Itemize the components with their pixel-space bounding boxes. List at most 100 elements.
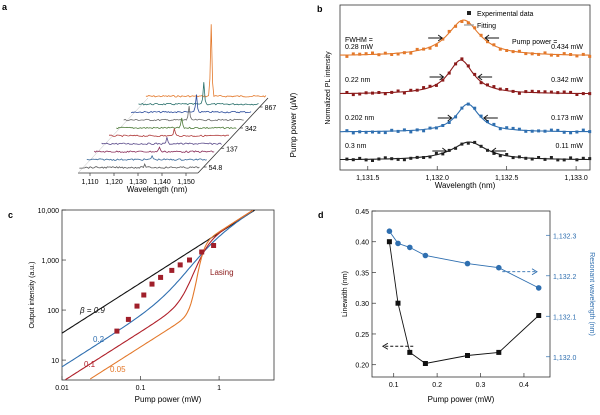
pump-power-label: 0.11 mW [556,143,584,150]
data-point-b [562,158,566,162]
spectrum-trace-a [86,154,207,161]
panel-a: a 1,110 1,120 1,130 1,140 1,150 867 342 137 54.8… [2,2,298,194]
data-point-b [358,156,362,160]
data-point-b [581,156,585,160]
z-tick-label-a: 54.8 [209,165,223,172]
data-point-b [358,52,362,56]
x-axis-label-d: Pump power (mW) [428,395,495,404]
data-point-b [556,128,560,132]
beta-label-2: 0.1 [84,360,96,369]
data-point-b [537,156,541,159]
data-point-c [114,328,120,334]
wavelength-point [395,240,401,247]
x-tick-label-c: 0.1 [136,385,146,392]
data-point-b [479,81,483,85]
fwhm-arrow-left [429,73,445,81]
fwhm-arrow-right [484,34,500,42]
data-point-b [415,128,419,132]
data-point-b [492,43,496,47]
data-point-b [569,156,573,160]
data-point-b [486,120,489,124]
legend-data-label: Experimental data [477,11,534,18]
fwhm-arrow-left [437,114,453,122]
data-point-b [454,24,458,28]
y-tick-label-d: 0.25 [355,332,369,339]
spectrum-trace-a [116,117,237,130]
data-point-b [396,89,400,93]
light-in-light-out: 0.01 0.1 1 10 100 1,000 10,000 β = 0.9 0.2 0.1 0.0… [38,208,255,392]
data-point-b [524,52,528,56]
data-point-b [537,129,541,133]
data-point-b [486,148,489,152]
data-point-b [428,126,432,130]
wavelength-point [496,264,502,271]
wavelength-point [407,244,413,251]
data-point-b [588,157,592,161]
data-point-c [199,249,205,255]
data-point-b [383,156,387,160]
data-point-b [371,159,374,162]
data-point-b [466,21,470,25]
panel-label-a: a [2,2,8,12]
data-point-b [473,26,477,30]
x-tick-label-b: 1,133.0 [564,175,587,182]
fwhm-value-label: 0.22 nm [345,77,370,84]
data-point-b [524,156,528,160]
panel-d: d Linewidth (nm) Resonant wavelength (nm… [318,209,595,404]
y-tick-label-c: 1,000 [41,258,59,265]
data-point-b [409,156,413,160]
x-tick-label-c: 1 [217,385,221,392]
fwhm-arrow-right [491,147,506,155]
spectrum-trace-a [145,24,267,98]
x-axis-label-b: Wavelength (nm) [435,181,496,190]
data-point-b [371,51,374,55]
wavelength-line [389,230,539,289]
data-point-b [434,126,438,130]
linewidth-point [395,300,401,306]
data-point-c [141,292,147,298]
data-point-b [422,86,426,90]
data-point-b [364,130,368,134]
data-point-b [383,131,387,135]
data-point-b [466,141,470,145]
data-point-b [479,33,483,37]
data-point-b [390,53,394,56]
data-point-b [441,78,445,82]
data-point-b [383,92,387,96]
data-point-b [575,158,579,162]
linewidth-point [536,313,542,318]
data-point-b [517,155,521,159]
x-tick-label-b: 1,131.5 [356,175,379,182]
data-point-b [581,52,585,56]
y-tick-label-c: 10 [51,358,59,365]
linewidth-arrow-head [381,342,389,350]
data-point-b [454,115,458,119]
x-tick-label-d: 0.4 [519,382,529,389]
data-point-c [134,303,140,309]
y2-tick-label-d: 1,132.0 [553,355,576,362]
x-tick-label-d: 0.2 [432,382,442,389]
data-point-b [530,157,534,161]
plot-frame-b [339,4,591,171]
data-point-b [562,52,566,56]
y2-axis-label-d: Resonant wavelength (nm) [588,252,595,336]
z-axis-label-a: Pump power (μW) [289,92,298,157]
x-tick-label-a: 1,140 [153,179,171,186]
fwhm-arrow-right [483,114,498,122]
data-point-b [434,83,438,87]
linewidth-point [407,349,413,355]
x-tick-label-b: 1,132.5 [495,175,518,182]
data-point-b [473,140,477,144]
data-point-b [415,47,419,51]
wavelength-point [535,285,542,291]
data-point-b [479,144,483,148]
data-point-b [511,50,515,54]
data-point-b [390,90,394,94]
fwhm-value-label: 0.28 mW [345,44,373,51]
data-point-c [125,316,131,322]
data-point-b [428,155,432,159]
data-point-b [377,130,381,134]
z-axis-line-a [197,97,269,174]
spectrum-trace-a [123,105,244,122]
